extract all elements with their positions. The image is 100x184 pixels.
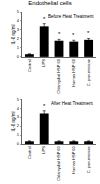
svg-text:3: 3 bbox=[17, 27, 20, 32]
svg-text:2: 2 bbox=[17, 36, 20, 41]
svg-text:*: * bbox=[58, 31, 61, 37]
svg-text:LPS: LPS bbox=[42, 146, 47, 154]
svg-text:Before Heat Treatment: Before Heat Treatment bbox=[48, 14, 94, 19]
svg-text:After Heat Treatment: After Heat Treatment bbox=[51, 101, 94, 106]
svg-text:Chlamydial HSP 60: Chlamydial HSP 60 bbox=[56, 58, 61, 93]
svg-text:Endothelial cells: Endothelial cells bbox=[28, 0, 71, 6]
svg-text:4: 4 bbox=[17, 18, 20, 23]
svg-text:IL-6 ng/ml: IL-6 ng/ml bbox=[11, 24, 16, 44]
svg-text:0: 0 bbox=[17, 141, 20, 146]
svg-text:*: * bbox=[87, 30, 90, 36]
svg-text:IL-6 ng/ml: IL-6 ng/ml bbox=[11, 112, 16, 132]
svg-text:C. pneumoniae: C. pneumoniae bbox=[86, 58, 91, 86]
svg-text:1: 1 bbox=[17, 45, 20, 50]
svg-text:*: * bbox=[43, 103, 46, 109]
svg-text:C. pneumoniae: C. pneumoniae bbox=[86, 145, 91, 173]
svg-text:1: 1 bbox=[17, 132, 20, 137]
svg-text:LPS: LPS bbox=[41, 59, 46, 67]
svg-text:*: * bbox=[72, 32, 75, 38]
svg-text:Control: Control bbox=[27, 59, 32, 72]
svg-text:4: 4 bbox=[17, 106, 20, 111]
svg-text:0: 0 bbox=[17, 54, 20, 59]
svg-text:Human HSP 60: Human HSP 60 bbox=[71, 145, 76, 173]
svg-text:3: 3 bbox=[17, 114, 20, 119]
svg-text:5: 5 bbox=[17, 9, 20, 14]
svg-text:Chlamydial HSP 60: Chlamydial HSP 60 bbox=[56, 145, 61, 180]
svg-text:5: 5 bbox=[17, 97, 20, 102]
svg-text:Human HSP 60: Human HSP 60 bbox=[71, 58, 76, 86]
svg-text:2: 2 bbox=[17, 123, 20, 128]
svg-text:Control: Control bbox=[27, 146, 32, 159]
svg-text:*: * bbox=[43, 16, 46, 22]
